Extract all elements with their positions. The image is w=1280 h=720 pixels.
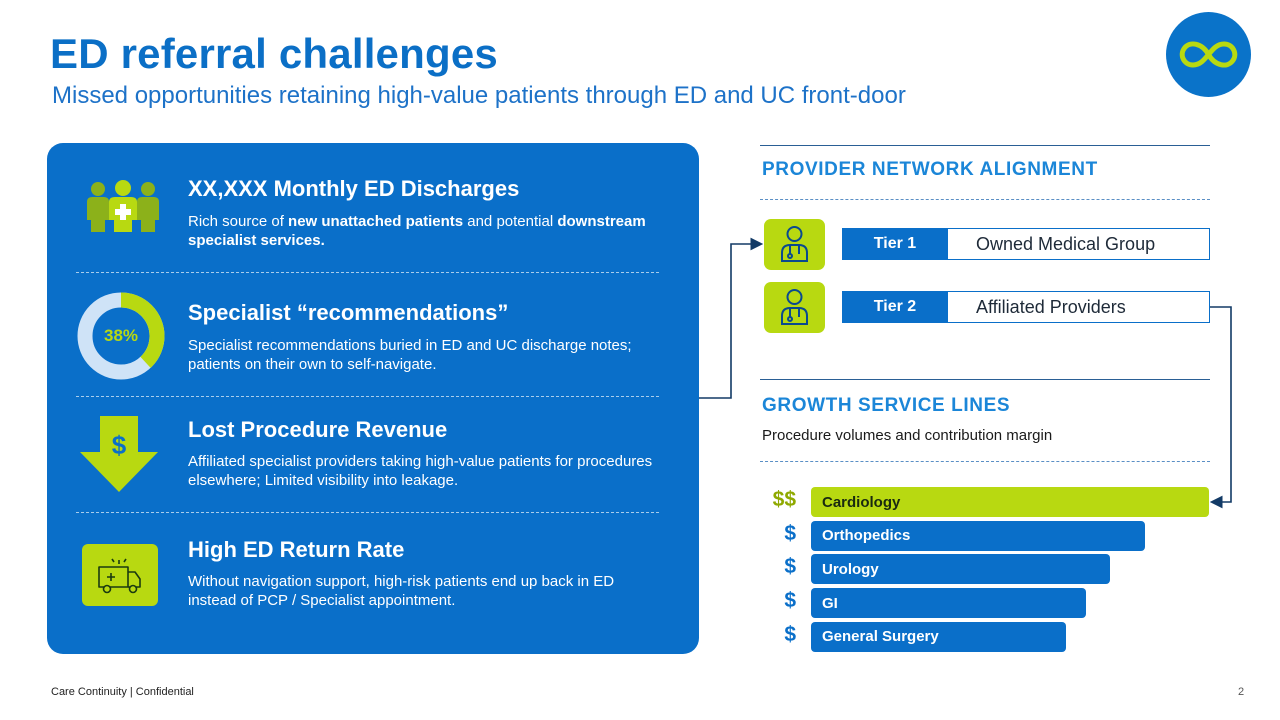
panel-divider xyxy=(76,512,659,513)
ambulance-icon xyxy=(82,544,158,611)
item-description: Without navigation support, high-risk pa… xyxy=(188,572,658,610)
margin-dollar-indicator: $ xyxy=(784,555,796,579)
item-description: Rich source of new unattached patients a… xyxy=(188,212,658,250)
description-run: Rich source of xyxy=(188,213,289,230)
provider-network-title: PROVIDER NETWORK ALIGNMENT xyxy=(762,159,1098,180)
panel-divider xyxy=(76,272,659,273)
growth-subtitle: Procedure volumes and contribution margi… xyxy=(762,427,1053,444)
description-run: downstream specialist services. xyxy=(188,213,646,249)
page-number: 2 xyxy=(1238,686,1245,698)
description-run: and potential xyxy=(463,213,558,230)
item-description: Specialist recommendations buried in ED … xyxy=(188,336,658,374)
doctor-icon xyxy=(764,282,825,333)
percent-label: 38% xyxy=(103,326,139,345)
down-arrow-dollar-icon: $ xyxy=(80,416,158,499)
description-run: Affiliated specialist providers taking h… xyxy=(188,453,653,489)
service-line-bar: Orthopedics xyxy=(811,520,1146,551)
section-rule xyxy=(760,145,1210,146)
description-run: Without navigation support, high-risk pa… xyxy=(188,573,615,609)
page-title: ED referral challenges xyxy=(50,30,498,77)
section-rule xyxy=(760,461,1210,462)
doctor-icon xyxy=(764,219,825,270)
margin-dollar-indicator: $ xyxy=(784,521,796,545)
section-rule xyxy=(760,199,1210,200)
item-description: Affiliated specialist providers taking h… xyxy=(188,452,658,490)
description-run: Specialist recommendations buried in ED … xyxy=(188,337,632,373)
dollar-glyph: $ xyxy=(112,430,127,460)
item-title: High ED Return Rate xyxy=(188,537,405,562)
service-line-bar: Urology xyxy=(811,554,1110,585)
infinity-icon xyxy=(1166,12,1251,97)
footer-text: Care Continuity | Confidential xyxy=(51,686,194,698)
patients-group-icon xyxy=(84,180,162,237)
growth-title: GROWTH SERVICE LINES xyxy=(762,395,1011,416)
item-title: Lost Procedure Revenue xyxy=(188,417,448,442)
tier-label: Tier 2 xyxy=(842,291,948,323)
margin-dollar-indicator: $ xyxy=(784,589,796,613)
tier-value: Affiliated Providers xyxy=(947,291,1210,323)
section-rule xyxy=(760,379,1210,380)
description-run: new unattached patients xyxy=(288,213,464,230)
margin-dollar-indicator: $$ xyxy=(772,488,796,511)
item-title: XX,XXX Monthly ED Discharges xyxy=(188,176,520,201)
item-title: Specialist “recommendations” xyxy=(188,300,509,325)
page-subtitle: Missed opportunities retaining high-valu… xyxy=(52,82,906,109)
service-line-bar: Cardiology xyxy=(811,487,1209,517)
service-line-bar: GI xyxy=(811,588,1086,619)
tier-value: Owned Medical Group xyxy=(947,228,1210,260)
donut-gauge-icon xyxy=(77,292,165,385)
margin-dollar-indicator: $ xyxy=(784,622,796,646)
tier-label: Tier 1 xyxy=(842,228,948,260)
service-line-bar: General Surgery xyxy=(811,621,1066,652)
panel-divider xyxy=(76,396,659,397)
